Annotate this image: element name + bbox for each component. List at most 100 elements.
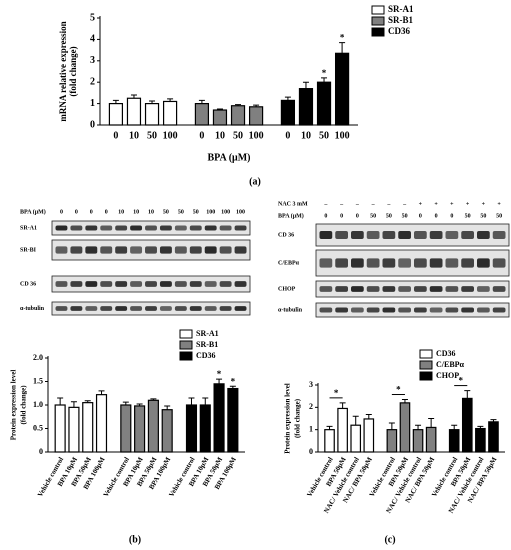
blot-band bbox=[145, 225, 157, 231]
error-bar bbox=[365, 413, 372, 419]
error-bar bbox=[235, 104, 242, 106]
blot-band bbox=[204, 281, 217, 287]
blot-band bbox=[319, 231, 333, 239]
y-tick-label: 3 bbox=[90, 55, 95, 66]
lane-label: 100 bbox=[221, 209, 230, 215]
blot-band bbox=[70, 225, 83, 231]
lane-label: 50 bbox=[178, 209, 184, 215]
legend-swatch bbox=[179, 340, 193, 350]
blot-band bbox=[429, 231, 443, 239]
blot-band bbox=[398, 286, 411, 292]
error-bar bbox=[490, 419, 497, 422]
legend-label: SR-A1 bbox=[388, 4, 414, 14]
blot-band bbox=[351, 286, 364, 292]
legend-label: SR-B1 bbox=[388, 15, 414, 25]
error-bar bbox=[229, 385, 236, 389]
blot-band bbox=[130, 246, 143, 254]
lane-label: 50 bbox=[402, 213, 408, 219]
y-tick-label: 4 bbox=[90, 34, 95, 45]
y-tick-label: 3 bbox=[309, 380, 313, 389]
x-axis-label: BPA (μM) bbox=[208, 152, 251, 163]
blot-band bbox=[189, 225, 202, 231]
blot-band bbox=[492, 258, 506, 268]
blot-band bbox=[70, 281, 83, 287]
blot-band bbox=[351, 307, 364, 313]
blot-band bbox=[492, 286, 506, 292]
panel-label: (a) bbox=[249, 176, 261, 187]
bar bbox=[161, 409, 173, 453]
lane-label: + bbox=[497, 201, 501, 207]
lane-label: 50 bbox=[163, 209, 169, 215]
legend-label: SR-A1 bbox=[196, 329, 219, 338]
bar bbox=[162, 100, 178, 126]
blot-row-label: CD 36 bbox=[278, 232, 294, 238]
lane-label: 0 bbox=[450, 213, 453, 219]
blot-band bbox=[382, 307, 396, 313]
bar bbox=[82, 402, 94, 453]
blot-band bbox=[351, 231, 364, 239]
bar bbox=[461, 397, 473, 453]
bar bbox=[475, 427, 486, 453]
lane-label: 0 bbox=[324, 213, 327, 219]
blot-row-label: CD 36 bbox=[20, 281, 36, 287]
bar bbox=[147, 399, 159, 453]
y-axis-label: Protein expression level bbox=[284, 383, 292, 454]
legend-swatch bbox=[371, 16, 385, 26]
significance: * bbox=[340, 33, 345, 43]
error-bar bbox=[164, 405, 171, 410]
y-axis-label: mRNA relative expression bbox=[58, 21, 68, 121]
y-tick-label: 0 bbox=[90, 119, 95, 130]
bar bbox=[144, 102, 160, 126]
blot-band bbox=[130, 281, 143, 287]
y-tick-label: 1.5 bbox=[33, 376, 43, 385]
bar bbox=[108, 102, 124, 126]
lane-label: – bbox=[371, 201, 376, 207]
legend-label: CHOP bbox=[436, 371, 459, 380]
y-tick-label: 1 bbox=[309, 424, 313, 433]
bar bbox=[194, 102, 210, 126]
error-bar bbox=[339, 42, 346, 54]
lane-label: 50 bbox=[465, 213, 471, 219]
blot-band bbox=[204, 225, 217, 231]
bar bbox=[126, 97, 142, 126]
blot-header-label: BPA (μM) bbox=[20, 208, 46, 215]
blot-band bbox=[477, 307, 490, 313]
x-tick-label: 10 bbox=[215, 130, 225, 141]
lane-label: – bbox=[386, 201, 391, 207]
blot-band bbox=[55, 246, 68, 254]
blot-band bbox=[174, 225, 187, 231]
x-tick-label: 10 bbox=[301, 130, 311, 141]
x-tick-label: 0 bbox=[199, 130, 204, 141]
legend-label: C/EBPα bbox=[436, 360, 465, 369]
x-tick-label: 0 bbox=[113, 130, 118, 141]
y-axis-label: Protein expression level bbox=[10, 370, 18, 441]
blot-band bbox=[445, 286, 459, 292]
y-axis-label: (fold change) bbox=[20, 385, 28, 425]
bar bbox=[363, 418, 375, 453]
blot-header-label: BPA (μM) bbox=[278, 212, 304, 219]
lane-label: + bbox=[466, 201, 470, 207]
blot-band bbox=[477, 286, 490, 292]
blot-band bbox=[130, 306, 143, 311]
lane-label: + bbox=[434, 201, 438, 207]
blot-band bbox=[366, 258, 380, 268]
blot-band bbox=[234, 225, 247, 231]
significance: * bbox=[322, 68, 327, 78]
blot-frame bbox=[315, 249, 510, 277]
lane-label: 50 bbox=[496, 213, 502, 219]
bar bbox=[95, 394, 108, 453]
blot-band bbox=[55, 306, 68, 311]
significance: * bbox=[458, 376, 463, 386]
bar bbox=[227, 387, 239, 453]
legend-label: CD36 bbox=[388, 26, 410, 36]
blot-band bbox=[335, 231, 348, 239]
blot-band bbox=[429, 286, 443, 292]
blot-band bbox=[351, 258, 364, 268]
error-bar bbox=[321, 77, 328, 83]
lane-label: – bbox=[355, 201, 360, 207]
lane-label: 50 bbox=[386, 213, 392, 219]
legend-swatch bbox=[371, 5, 385, 15]
bar bbox=[280, 99, 296, 126]
blot-band bbox=[85, 281, 98, 287]
error-bar bbox=[202, 397, 209, 405]
